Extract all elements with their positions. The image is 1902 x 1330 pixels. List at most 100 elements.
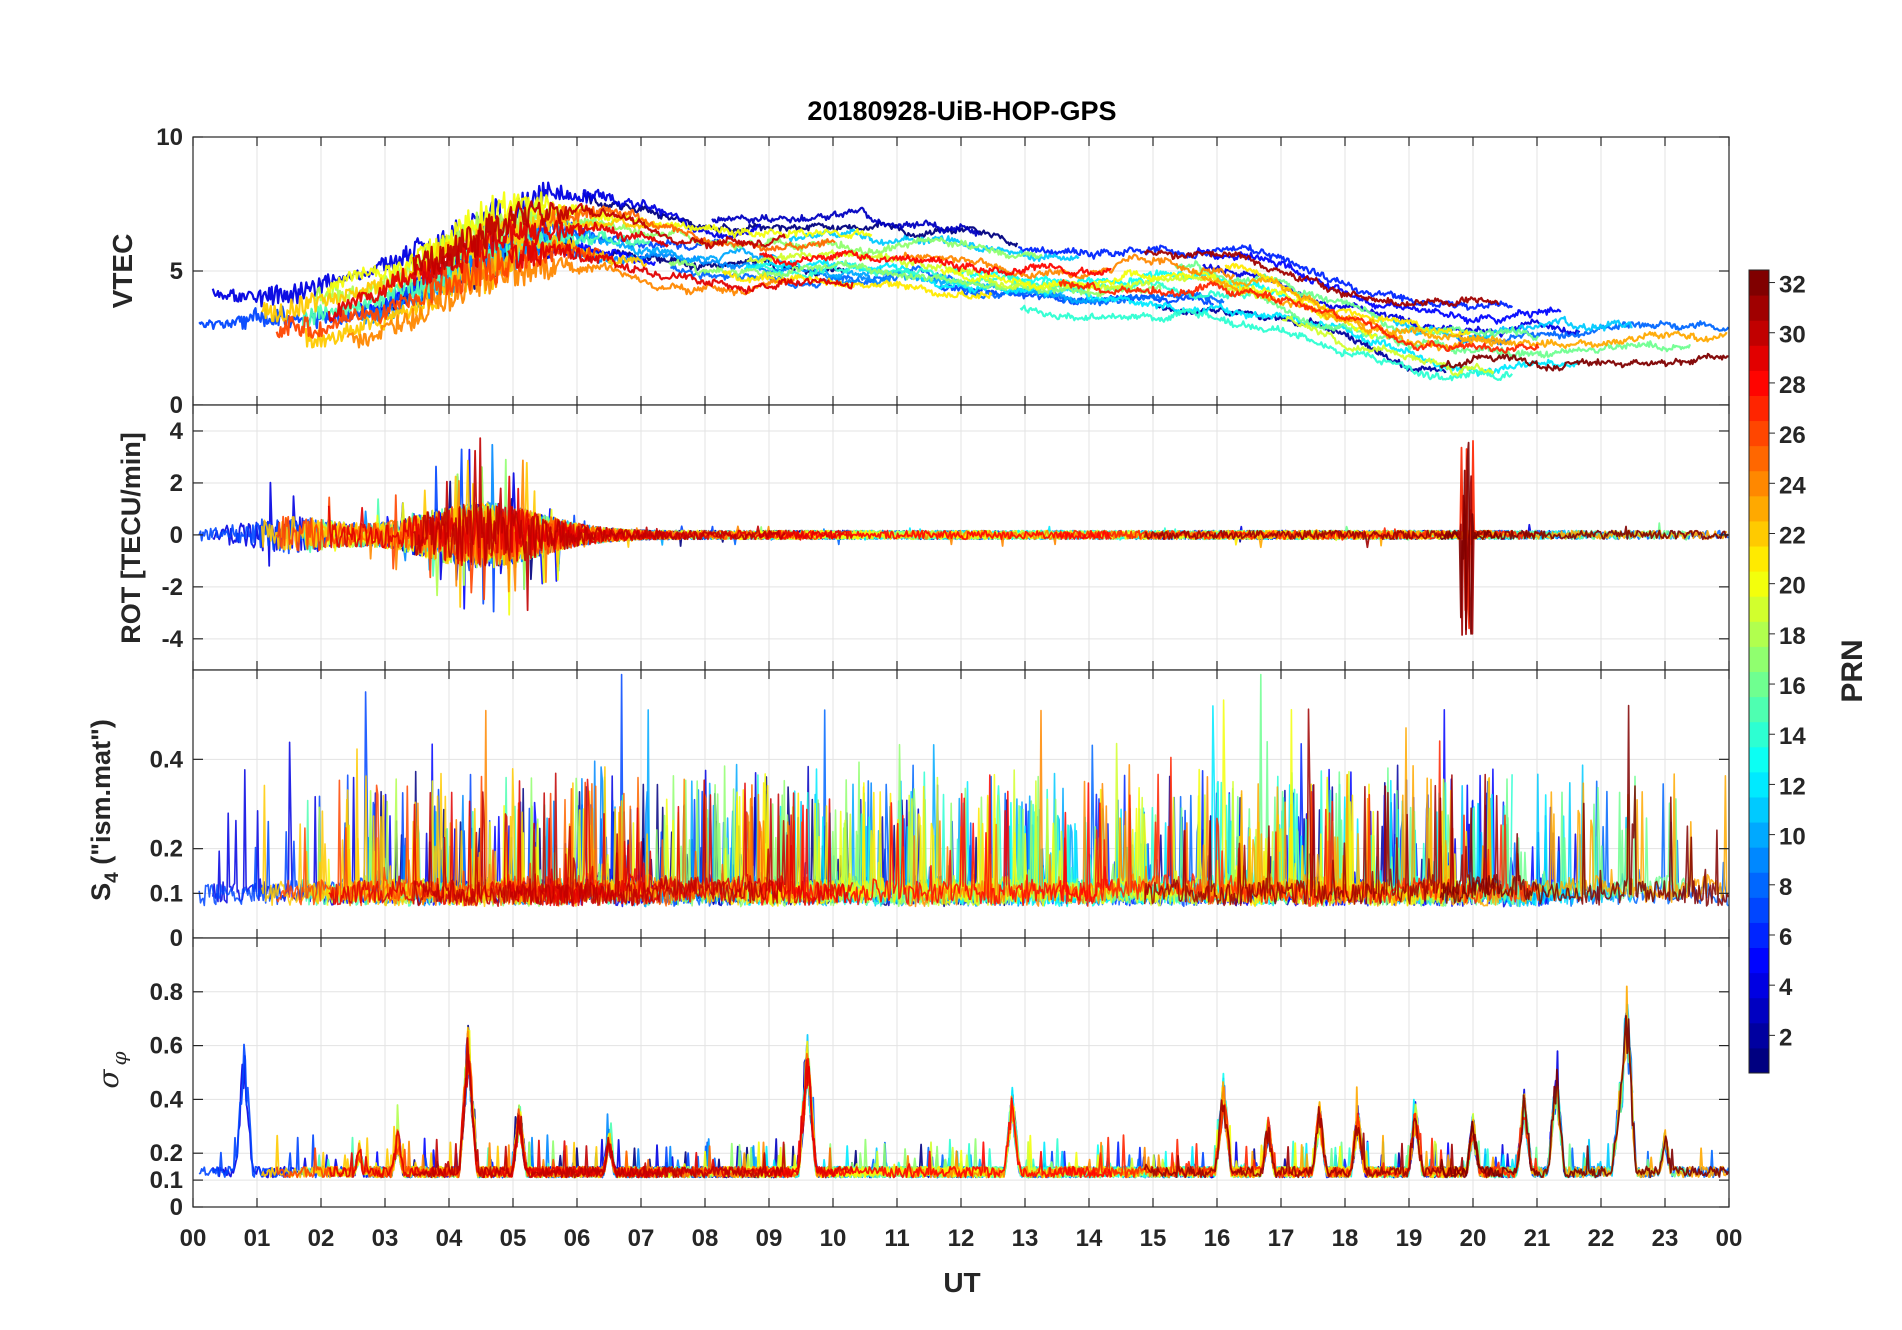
colorbar-band (1749, 571, 1769, 597)
s4-ylabel-sub: 4 (102, 872, 123, 883)
series-line (759, 249, 1112, 278)
series-line (758, 529, 1112, 541)
colorbar-band (1749, 671, 1769, 698)
x-tick-label: 10 (820, 1225, 847, 1252)
series-line (1058, 279, 1540, 354)
x-tick-label: 15 (1140, 1225, 1167, 1252)
sigma-ylabel-sub: φ (107, 1051, 131, 1065)
y-tick-label: 0.8 (150, 979, 183, 1006)
colorbar-frame (1748, 269, 1770, 1074)
colorbar-band (1749, 721, 1769, 748)
series-line (721, 270, 993, 300)
series-line (1019, 304, 1513, 382)
colorbar-band (1749, 495, 1769, 522)
x-tick-label: 01 (244, 1225, 271, 1252)
series-line (1017, 244, 1514, 311)
x-tick-label: 16 (1204, 1225, 1231, 1252)
colorbar-band (1749, 470, 1769, 497)
y-tick-label: 4 (170, 418, 184, 445)
colorbar-band (1749, 621, 1769, 647)
series-line (1195, 247, 1562, 325)
series-line (275, 239, 601, 339)
x-tick-label: 08 (692, 1225, 719, 1252)
x-tick-label: 11 (884, 1225, 909, 1252)
y-tick-label: 0 (170, 522, 183, 549)
sigma-y-ticks: 00.10.2 0.4 0.6 0.8 (150, 979, 1729, 1221)
x-tick-label: 18 (1332, 1225, 1359, 1252)
rot-series (198, 437, 1730, 636)
series-line (412, 1037, 786, 1179)
series-line (326, 191, 873, 293)
series-line (1143, 708, 1501, 907)
x-tick-label: 17 (1268, 1225, 1295, 1252)
y-tick-label: 0 (170, 392, 183, 419)
series-line (548, 203, 836, 252)
s4-y-ticks: 0 0.1 0.2 0.4 (150, 746, 1729, 952)
x-tick-label: 07 (628, 1225, 655, 1252)
colorbar-tick-label: 20 (1779, 573, 1806, 600)
colorbar-band (1749, 897, 1769, 923)
colorbar-band (1749, 1022, 1769, 1049)
series-line (788, 228, 1080, 263)
colorbar-tick-label: 16 (1779, 673, 1806, 700)
series-line (711, 206, 981, 237)
colorbar-band (1749, 696, 1769, 723)
x-axis-ticks: 00 01 02 03 04 05 06 07 08 09 10 11 12 13 14 15 16 17 18 19… (180, 137, 1742, 1252)
vtec-series (198, 181, 1730, 382)
colorbar-band (1749, 947, 1769, 974)
series-line (902, 251, 1236, 280)
colorbar-tick-label: 12 (1779, 773, 1806, 800)
colorbar-band (1749, 345, 1769, 371)
colorbar-tick-label: 28 (1779, 372, 1806, 399)
s4-ylabel: S4 ("ism.mat") (86, 719, 123, 901)
vtec-y-ticks: 0 5 10 (156, 124, 1729, 419)
rot-ylabel: ROT [TECU/min] (116, 432, 146, 643)
series-line (668, 1061, 1162, 1179)
series-line (1174, 260, 1539, 341)
x-tick-label: 14 (1076, 1225, 1103, 1252)
x-tick-label: 00 (180, 1225, 207, 1252)
series-line (1143, 475, 1500, 636)
series-line (1143, 249, 1500, 307)
sigma-ylabel-main: σ (92, 1069, 125, 1089)
series-line (1224, 262, 1471, 338)
colorbar-tick-label: 18 (1779, 623, 1806, 650)
colorbar-band (1749, 395, 1769, 422)
x-tick-label: 05 (500, 1225, 527, 1252)
y-tick-label: 0.2 (150, 1140, 183, 1167)
y-tick-label: 10 (156, 124, 183, 151)
colorbar-tick-label: 8 (1779, 874, 1792, 901)
colorbar-band (1749, 922, 1769, 949)
x-tick-label: 09 (756, 1225, 783, 1252)
colorbar-band (1749, 270, 1769, 296)
x-tick-label: 02 (308, 1225, 335, 1252)
x-tick-label: 23 (1652, 1225, 1679, 1252)
x-tick-label: 04 (436, 1225, 463, 1252)
series-line (1439, 441, 1729, 635)
y-tick-label: 0.1 (150, 1167, 183, 1194)
x-tick-label: 20 (1460, 1225, 1487, 1252)
colorbar-band (1749, 646, 1769, 672)
x-tick-label: 12 (948, 1225, 975, 1252)
colorbar-band (1749, 420, 1769, 447)
y-tick-label: 0 (170, 1194, 183, 1221)
colorbar-tick-label: 4 (1779, 974, 1793, 1001)
y-tick-label: 0.1 (150, 880, 183, 907)
colorbar-tick-label: 26 (1779, 422, 1806, 449)
s4-ylabel-main: S (86, 883, 116, 901)
y-tick-label: 0.2 (150, 836, 183, 863)
rot-y-ticks: -4 -2 0 2 4 (162, 418, 1729, 653)
series-line (412, 200, 786, 276)
colorbar-band (1749, 796, 1769, 823)
series-line (1281, 315, 1495, 377)
x-tick-label: 21 (1524, 1225, 1551, 1252)
y-tick-label: -2 (162, 574, 183, 601)
series-line (1200, 727, 1499, 907)
x-tick-label: 06 (564, 1225, 591, 1252)
series-line (412, 772, 786, 907)
s4-ylabel-rest: ("ism.mat") (86, 719, 116, 872)
colorbar-band (1749, 746, 1769, 773)
series-line (1439, 352, 1729, 372)
